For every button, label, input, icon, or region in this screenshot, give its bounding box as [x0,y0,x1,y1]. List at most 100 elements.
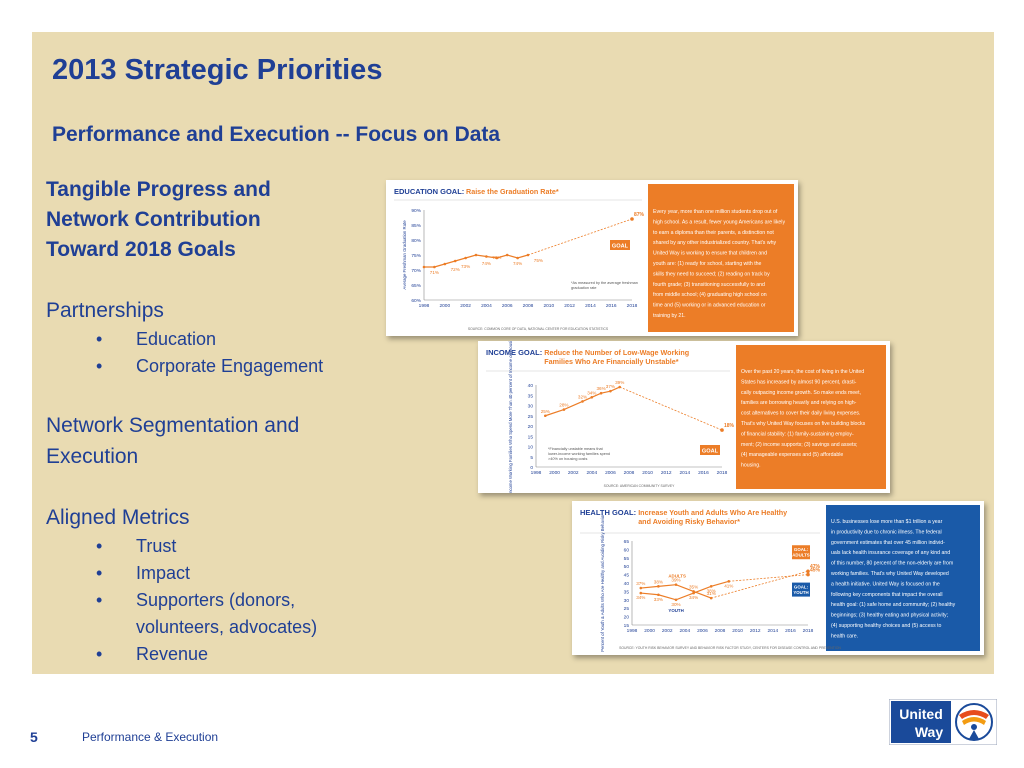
x-tick-label: 2018 [803,628,814,634]
panel-text-line: cost alternatives to cover their daily l… [741,411,860,417]
goal-point [806,572,810,577]
bullet-corporate-engagement: Corporate Engagement [96,353,376,380]
data-label: 33% [654,597,663,602]
data-label: 76% [492,255,501,260]
data-label: 31% [707,591,716,596]
panel-text-line: That's why United Way focuses on five bu… [741,421,866,427]
goal-badge [792,582,810,597]
data-point [422,265,426,269]
x-tick-label: 2016 [606,303,617,309]
panel-text-line: uals lack health insurance coverage of a… [831,550,950,556]
x-tick-label: 2006 [697,628,708,634]
y-axis-label: Percent of Lower-Income Working Families… [508,341,513,493]
panel-text-line: fourth grade; (3) transitioning successf… [653,282,765,288]
panel-text-line: of this number, 80 percent of the non-el… [831,561,953,567]
x-tick-label: 2012 [750,628,761,634]
goal-badge-text: GOAL: [794,547,809,552]
data-point [709,585,713,588]
data-point [639,591,643,595]
panel-text-line: Over the past 20 years, the cost of livi… [741,369,864,375]
series-line [640,580,729,601]
panel-text-line: States has increased by almost 90 percen… [741,379,857,385]
goal-trend-line [728,574,809,582]
data-label: 38% [707,588,716,593]
panel-text-line: government estimates that over 45 millio… [831,540,945,546]
x-tick-label: 2002 [568,470,579,476]
income-goal-chart: Over the past 20 years, the cost of livi… [478,341,890,493]
data-label: 34% [689,595,698,600]
goal-badge-text: GOAL [702,448,719,454]
progress-heading-line: Toward 2018 Goals [46,238,236,261]
progress-heading: Tangible Progress and Network Contributi… [46,175,376,265]
goal-trend-line [711,570,809,599]
panel-text-line: beginnings; (3) healthy eating and physi… [831,613,948,619]
panel-text-line: skills they need to succeed; (2) reading… [653,271,770,277]
panel-text-line: from middle school; (4) graduating high … [653,292,767,298]
slide-subtitle: Performance and Execution -- Focus on Da… [52,123,501,146]
x-tick-label: 2000 [439,303,450,309]
logo-line1: United [899,706,943,722]
x-tick-label: 2014 [585,303,596,309]
chart-source: SOURCE: AMERICAN COMMUNITY SURVEY [604,484,675,488]
health-goal-card: U.S. businesses lose more than $1 trilli… [572,501,984,655]
data-label: 39% [615,380,624,385]
goal-badge-text: ADULTS [792,553,810,558]
x-tick-label: 2004 [586,470,597,476]
y-axis-label: Average Freshman Graduation Rate [402,220,407,290]
x-tick-label: 2016 [785,628,796,634]
data-point [692,591,695,595]
goal-title: Raise the Graduation Rate* [466,187,559,196]
panel-text-line: Every year, more than one million studen… [653,209,778,215]
x-tick-label: 2012 [564,303,575,309]
chart-source: SOURCE: YOUTH RISK BEHAVIOR SURVEY AND B… [619,646,841,650]
data-label: 75% [534,258,543,263]
x-tick-label: 2014 [767,628,778,634]
chart-footnote: *Financially unstable means that [548,447,604,451]
data-label: 37% [636,581,645,586]
y-axis-label: Percent of Youth & Adults Who Are Health… [600,514,605,652]
slide-title: 2013 Strategic Priorities [52,54,383,86]
y-tick-label: 65 [624,539,630,545]
data-label: 35% [689,584,698,589]
partnerships-list: Education Corporate Engagement [46,326,376,380]
x-tick-label: 1998 [419,303,430,309]
goal-badge [700,445,720,455]
data-label: 34% [636,595,645,600]
data-point [464,256,467,260]
x-tick-label: 2008 [715,628,726,634]
bullet-trust: Trust [96,533,376,560]
data-point [639,586,643,590]
data-point [474,253,478,257]
x-tick-label: 2010 [732,628,743,634]
data-label: 74% [482,261,491,266]
bullet-supporters-continued: volunteers, advocates) [136,617,318,637]
goal-point [720,428,724,432]
bullet-revenue: Revenue [96,641,376,668]
data-point [727,580,731,583]
x-tick-label: 1998 [531,470,542,476]
goal-badge [610,240,630,250]
goal-point-label: 45% [810,568,821,574]
data-point [485,255,488,258]
y-tick-label: 70% [411,268,421,274]
data-point [443,262,447,266]
series-name: ADULTS [668,573,686,578]
education-goal-card: Every year, more than one million studen… [386,180,798,336]
panel-text-line: families are borrowing heavily and relyi… [741,400,857,406]
goal-title-line: Increase Youth and Adults Who Are Health… [638,508,787,517]
goal-badge-text: GOAL [612,243,629,249]
x-tick-label: 2002 [460,303,471,309]
panel-text-line: of financial stability: (1) family-susta… [741,431,854,437]
x-tick-label: 2010 [642,470,653,476]
y-tick-label: 10 [528,445,534,451]
data-point [674,583,678,586]
goal-title-line: Reduce the Number of Low-Wage Working [544,348,689,357]
x-tick-label: 2004 [481,303,492,309]
y-tick-label: 75% [411,253,421,259]
bullet-impact: Impact [96,560,376,587]
data-label: 36% [596,386,605,391]
y-tick-label: 40 [528,383,534,389]
goal-label: EDUCATION GOAL: [394,187,464,196]
x-tick-label: 2006 [605,470,616,476]
y-tick-label: 20 [528,424,534,430]
